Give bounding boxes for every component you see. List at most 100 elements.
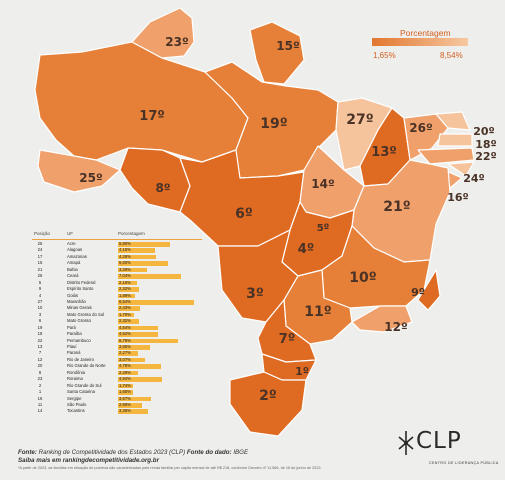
rank-label-rr: 23º (165, 35, 189, 49)
table-row: 22 Pernambuco 6,76% (32, 338, 202, 344)
row-bar (118, 377, 162, 382)
rank-label-go: 4º (298, 242, 314, 257)
row-bar (118, 242, 170, 247)
rank-label-ce: 26º (409, 121, 433, 135)
rank-label-mg: 10º (349, 270, 376, 286)
state-rs (229, 371, 307, 437)
ranking-table: Posição UF Porcentagem 25 Acre 5,80% 24 Alag… (32, 230, 202, 415)
row-bar (118, 409, 148, 414)
row-uf: Alagoas (67, 247, 83, 253)
rank-label-pb: 18º (475, 138, 497, 151)
row-uf: São Paulo (67, 401, 87, 407)
row-percentage: 5,60% (119, 260, 131, 266)
header-position: Posição (34, 231, 51, 236)
row-position: 12 (37, 356, 43, 362)
row-percentage: 2,32% (119, 286, 131, 292)
state-pe (417, 147, 475, 165)
table-row: 5 Distrito Federal 2,19% (32, 280, 202, 286)
table-row: 14 Tocantins 3,35% (32, 408, 202, 414)
rank-label-ac: 25º (79, 171, 103, 185)
rank-label-rs: 2º (259, 388, 277, 404)
source-label: Fonte: (18, 449, 37, 456)
row-position: 24 (37, 247, 43, 253)
row-bar (118, 396, 151, 402)
row-uf: Paraná (67, 350, 81, 356)
row-uf: Bahia (67, 266, 78, 272)
clp-logo-text: CLP (416, 428, 462, 454)
row-uf: Amazonas (67, 253, 87, 259)
row-position: 10 (37, 305, 43, 311)
footnote: *A partir de 2023, as famílias em situaç… (18, 466, 322, 470)
rank-label-df: 5º (317, 223, 330, 234)
state-rr (131, 7, 195, 59)
row-bar (118, 312, 134, 318)
row-percentage: 1,89% (119, 292, 131, 298)
row-percentage: 5,80% (119, 241, 131, 246)
rank-label-ro: 8º (155, 181, 170, 195)
row-uf: Rondônia (67, 369, 85, 375)
table-row: 20 Rio Grande do Norte 4,78% (32, 363, 202, 369)
table-row: 25 Acre 5,80% (32, 241, 202, 247)
row-percentage: 7,04% (119, 273, 131, 279)
row-position: 25 (37, 241, 43, 246)
row-bar (118, 370, 139, 376)
source-line: Fonte: Ranking de Competitividade dos Es… (18, 449, 248, 456)
row-position: 20 (37, 363, 43, 369)
row-bar (118, 325, 159, 331)
source-text: Ranking de Competitividade dos Estados 2… (38, 449, 186, 456)
row-uf: Amapá (67, 260, 81, 266)
site-link[interactable]: Saiba mais em rankingdecompetitividade.o… (18, 457, 159, 464)
row-percentage: 3,65% (119, 344, 131, 349)
row-position: 7 (38, 350, 42, 356)
row-percentage: 8,54% (119, 298, 131, 304)
rank-label-sc: 1º (295, 365, 309, 378)
rank-label-pa: 19º (260, 116, 287, 132)
table-row: 1 Santa Catarina 1,65% (32, 389, 202, 395)
table-row: 16 Sergipe 3,67% (32, 396, 202, 402)
row-uf: Rio de Janeiro (67, 356, 95, 362)
row-position: 27 (37, 298, 43, 304)
row-uf: Sergipe (67, 395, 82, 401)
legend-min: 1,65% (373, 51, 396, 60)
row-percentage: 3,67% (119, 395, 131, 401)
state-am (34, 41, 249, 163)
row-uf: Distrito Federal (67, 279, 96, 285)
clp-star-icon (398, 431, 414, 455)
table-row: 17 Amazonas 4,28% (32, 254, 202, 260)
row-bar (118, 254, 157, 260)
row-percentage: 4,15% (119, 247, 131, 253)
row-position: 1 (38, 389, 42, 395)
table-row: 9 Espírito Santo 2,32% (32, 286, 202, 292)
table-row: 2 Rio Grande do Sul 1,74% (32, 383, 202, 389)
data-source-label: Fonte do dado: (186, 449, 232, 456)
row-bar (118, 402, 142, 408)
row-bar (118, 364, 161, 369)
table-row: 24 Alagoas 4,15% (32, 247, 202, 254)
clp-logo: CLP CENTRO DE LIDERANÇA PÚBLICA (396, 428, 498, 468)
row-uf: Ceará (67, 273, 79, 279)
row-percentage: 3,29% (119, 266, 131, 272)
row-uf: Pernambuco (67, 337, 91, 343)
table-row: 13 Piauí 3,65% (32, 344, 202, 350)
row-bar (118, 274, 181, 279)
table-row: 7 Paraná 2,27% (32, 350, 202, 357)
rank-label-ba: 21º (383, 199, 410, 215)
row-position: 17 (37, 253, 43, 259)
row-position: 3 (38, 311, 42, 317)
table-row: 3 Mato Grosso do Sul 1,79% (32, 312, 202, 318)
state-ro (119, 147, 191, 213)
rank-label-es: 9º (411, 286, 425, 299)
table-row: 4 Goiás 1,89% (32, 293, 202, 299)
row-uf: Roraima (67, 376, 83, 382)
rank-label-al: 24º (463, 172, 485, 185)
table-row: 8 Rondônia 2,29% (32, 370, 202, 376)
row-uf: Espírito Santo (67, 286, 94, 292)
table-row: 23 Roraima 4,94% (32, 376, 202, 382)
row-percentage: 2,27% (119, 350, 131, 356)
table-row: 6 Mato Grosso 2,32% (32, 318, 202, 324)
table-header: Posição UF Porcentagem (32, 230, 202, 240)
rank-label-se: 16º (447, 191, 469, 204)
row-bar (118, 287, 139, 292)
rank-label-to: 14º (311, 177, 335, 191)
